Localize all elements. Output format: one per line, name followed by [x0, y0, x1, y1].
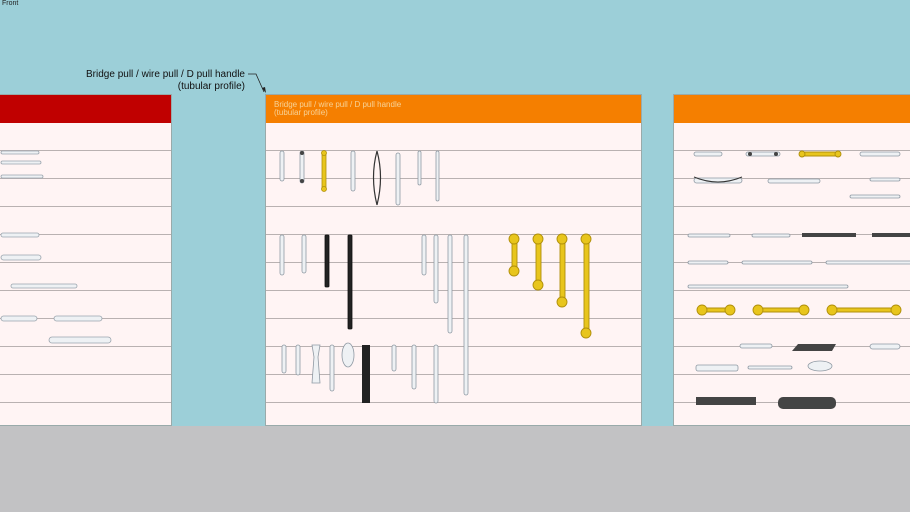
left-panel-handles	[0, 150, 112, 344]
right-panel-header	[674, 95, 910, 123]
center-catalog-panel[interactable]: Bridge pull / wire pull / D pull handle …	[265, 94, 642, 426]
right-panel-handles	[687, 150, 910, 409]
center-panel-header: Bridge pull / wire pull / D pull handle …	[266, 95, 641, 123]
ground-plane	[0, 426, 910, 512]
center-header-text: Bridge pull / wire pull / D pull handle …	[274, 100, 402, 117]
callout-line-2: (tubular profile)	[177, 81, 245, 92]
left-panel-header	[0, 95, 171, 123]
center-panel-handles	[279, 150, 592, 404]
left-catalog-panel[interactable]	[0, 94, 172, 426]
right-panel-shelves	[674, 123, 910, 425]
right-catalog-panel[interactable]	[673, 94, 910, 426]
view-label: Front	[2, 0, 19, 7]
left-panel-shelves	[0, 123, 171, 425]
callout-annotation: Bridge pull / wire pull / D pull handle …	[60, 69, 245, 93]
callout-line-1: Bridge pull / wire pull / D pull handle	[86, 69, 245, 80]
